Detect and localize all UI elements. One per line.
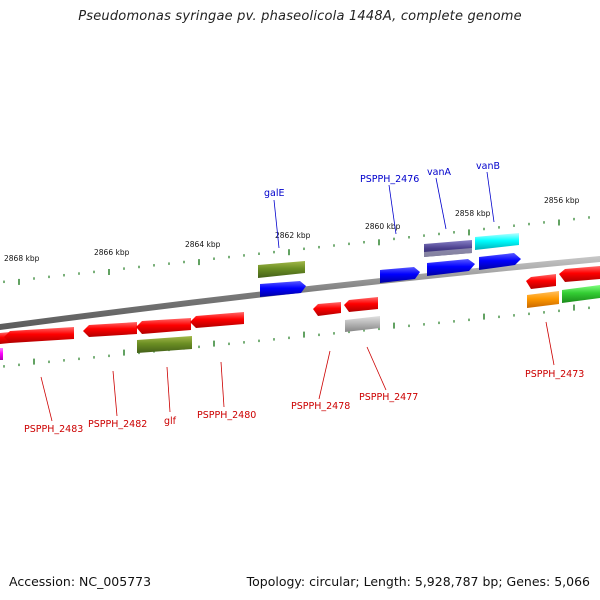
gene-red-small[interactable] (344, 297, 378, 312)
reverse-leader-lines (40, 321, 555, 422)
label-PSPPH_2480[interactable]: PSPPH_2480 (197, 410, 256, 421)
gene-PSPPH_2476[interactable] (380, 267, 420, 283)
label-galE[interactable]: galE (264, 188, 285, 199)
gene-red-between[interactable] (136, 318, 191, 334)
label-glf[interactable]: glf (164, 416, 177, 427)
gene-magenta-edge[interactable] (0, 348, 3, 360)
gene-orange[interactable] (527, 291, 559, 308)
gene-PSPPH_2478[interactable] (313, 302, 341, 316)
gene-PSPPH_2473[interactable] (526, 274, 556, 289)
gene-PSPPH_2483[interactable] (4, 327, 74, 343)
gene-vanA-inner[interactable] (427, 259, 475, 276)
label-PSPPH_2483[interactable]: PSPPH_2483 (24, 424, 83, 435)
inner-scale-ticks (3, 304, 590, 368)
scale-label-2858: 2858 kbp (455, 209, 491, 218)
label-vanA[interactable]: vanA (427, 167, 451, 178)
gene-PSPPH_2477[interactable] (345, 316, 380, 332)
scale-label-2862: 2862 kbp (275, 231, 311, 240)
gene-PSPPH_2482[interactable] (83, 322, 137, 337)
gene-PSPPH_2480[interactable] (190, 312, 244, 328)
label-PSPPH_2478[interactable]: PSPPH_2478 (291, 401, 350, 412)
label-PSPPH_2477[interactable]: PSPPH_2477 (359, 392, 418, 403)
gene-glf[interactable] (137, 336, 192, 353)
forward-leader-lines (273, 171, 495, 249)
scale-label-2860: 2860 kbp (365, 222, 401, 231)
accession-text: Accession: NC_005773 (9, 574, 152, 589)
scale-label-2856: 2856 kbp (544, 196, 580, 205)
gene-galE-outer[interactable] (258, 261, 305, 278)
gene-green[interactable] (562, 285, 600, 303)
gene-vanA-outer[interactable] (424, 240, 472, 257)
scale-label-2864: 2864 kbp (185, 240, 221, 249)
genome-summary-text: Topology: circular; Length: 5,928,787 bp… (246, 574, 590, 589)
outer-scale-ticks (3, 216, 590, 285)
label-PSPPH_2473[interactable]: PSPPH_2473 (525, 369, 584, 380)
map-title: Pseudomonas syringae pv. phaseolicola 14… (78, 9, 522, 24)
gene-vanB-outer[interactable] (475, 233, 519, 250)
label-vanB[interactable]: vanB (476, 161, 500, 172)
label-PSPPH_2482[interactable]: PSPPH_2482 (88, 419, 147, 430)
scale-label-2866: 2866 kbp (94, 248, 130, 257)
scale-label-2868: 2868 kbp (4, 254, 40, 263)
gene-red-right[interactable] (559, 266, 600, 282)
gene-galE-inner[interactable] (260, 281, 306, 297)
gene-vanB-inner[interactable] (479, 253, 521, 270)
label-PSPPH_2476[interactable]: PSPPH_2476 (360, 174, 419, 185)
